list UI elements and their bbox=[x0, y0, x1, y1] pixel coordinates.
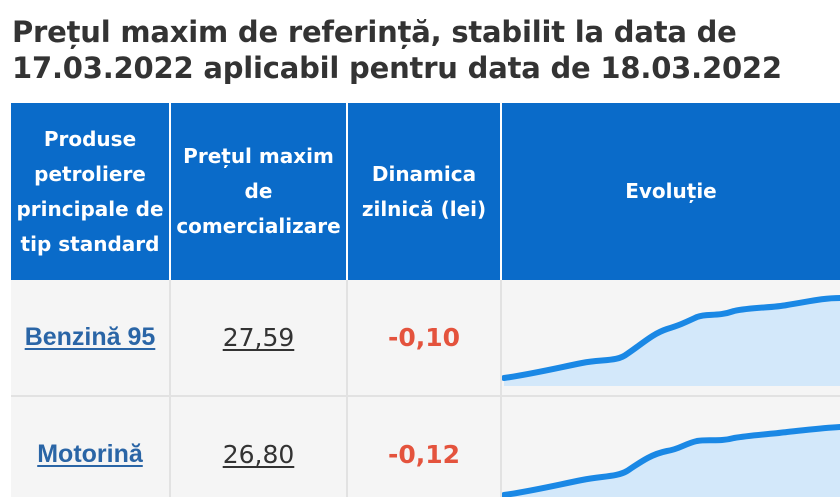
evolution-sparkline[interactable] bbox=[502, 280, 840, 395]
header-product-line: tip standard bbox=[20, 231, 160, 256]
table-header: Produse petroliere principale de tip sta… bbox=[11, 103, 840, 280]
header-dynamic: Dinamica zilnică (lei) bbox=[348, 103, 500, 280]
row-separator bbox=[11, 395, 840, 397]
product-link-benzina-95[interactable]: Benzină 95 bbox=[24, 323, 156, 351]
sparkline-area bbox=[504, 298, 840, 386]
sparkline-line bbox=[502, 424, 840, 497]
header-price-line: de bbox=[244, 179, 273, 203]
price-table: Produse petroliere principale de tip sta… bbox=[11, 103, 840, 497]
header-evolution: Evoluție bbox=[502, 103, 840, 280]
header-price-line: Prețul maxim bbox=[183, 144, 334, 168]
header-dynamic-line: Dinamica bbox=[371, 161, 477, 186]
table-row: Benzină 95 27,59 -0,10 bbox=[11, 280, 840, 395]
product-cell: Motorină bbox=[11, 397, 169, 497]
price-cell: 26,80 bbox=[171, 397, 346, 497]
column-divider bbox=[346, 280, 348, 497]
header-divider bbox=[500, 103, 502, 280]
header-price: Prețul maxim de comercializare bbox=[171, 103, 346, 280]
header-product-line: Produse bbox=[43, 126, 137, 151]
column-divider bbox=[500, 280, 502, 497]
header-price-line: comercializare bbox=[176, 214, 341, 238]
price-link[interactable]: 27,59 bbox=[222, 323, 295, 352]
header-dynamic-line: zilnică (lei) bbox=[361, 196, 487, 221]
header-product: Produse petroliere principale de tip sta… bbox=[11, 103, 169, 280]
dynamic-cell: -0,10 bbox=[348, 280, 500, 395]
product-cell: Benzină 95 bbox=[11, 280, 169, 395]
header-evolution-label: Evoluție bbox=[625, 179, 717, 203]
price-link[interactable]: 26,80 bbox=[222, 440, 295, 469]
column-divider bbox=[169, 280, 171, 497]
table-row: Motorină 26,80 -0,12 bbox=[11, 397, 840, 497]
dynamic-value: -0,12 bbox=[387, 440, 461, 469]
header-product-line: principale de bbox=[16, 196, 164, 221]
page-title: Prețul maxim de referință, stabilit la d… bbox=[12, 15, 782, 85]
header-divider bbox=[346, 103, 348, 280]
header-divider bbox=[169, 103, 171, 280]
header-product-line: petroliere bbox=[34, 161, 146, 186]
product-link-motorina[interactable]: Motorină bbox=[37, 440, 143, 468]
dynamic-cell: -0,12 bbox=[348, 397, 500, 497]
sparkline-line bbox=[502, 295, 840, 381]
dynamic-value: -0,10 bbox=[387, 323, 461, 352]
evolution-sparkline[interactable] bbox=[502, 397, 840, 497]
price-cell: 27,59 bbox=[171, 280, 346, 395]
